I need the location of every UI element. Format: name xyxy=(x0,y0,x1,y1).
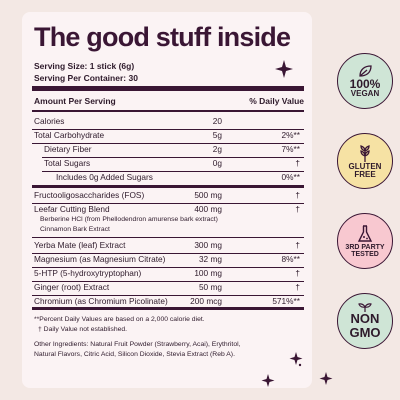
nutrient-name: Chromium (as Chromium Picolinate) xyxy=(34,296,168,306)
servings-per-container: Serving Per Container: 30 xyxy=(34,73,138,83)
row-rule xyxy=(32,202,304,204)
nutrient-amount: 5g xyxy=(212,130,222,140)
nutrient-amount: 32 mg xyxy=(198,254,222,264)
seedling-icon xyxy=(358,303,372,313)
nutrient-name: Fructooligosaccharides (FOS) xyxy=(34,190,145,200)
title: The good stuff inside xyxy=(34,22,291,52)
badge-text: NON xyxy=(350,311,380,327)
thick-rule xyxy=(32,185,304,188)
nutrient-name: 5-HTP (5-hydroxytryptophan) xyxy=(34,268,142,278)
column-header: % Daily Value xyxy=(249,96,304,106)
badge-text: FREE xyxy=(354,170,376,179)
nutrient-name: Total Carbohydrate xyxy=(34,130,105,140)
daily-value: 2%** xyxy=(281,130,300,140)
rule xyxy=(32,110,304,112)
badge: NON GMO xyxy=(337,293,393,349)
leaf-icon xyxy=(359,64,372,77)
row-rule xyxy=(32,266,304,268)
row-rule xyxy=(32,294,304,296)
nutrient-amount: 50 mg xyxy=(198,282,222,292)
nutrient-amount: 300 mg xyxy=(194,240,222,250)
badge-text: TESTED xyxy=(351,251,379,258)
footnote: **Percent Daily Values are based on a 2,… xyxy=(34,316,205,323)
badge-text: GLUTEN xyxy=(348,161,382,171)
daily-value: † xyxy=(295,282,300,292)
nutrient-amount: 0g xyxy=(212,158,222,168)
thick-rule xyxy=(32,86,304,91)
wheat-icon xyxy=(360,144,370,162)
nutrient-name: Magnesium (as Magnesium Citrate) xyxy=(34,254,166,264)
daily-value: 571%** xyxy=(272,296,300,306)
serving-size: Serving Size: 1 stick (6g) xyxy=(34,61,135,71)
badge: 3RD PARTY TESTED xyxy=(337,213,393,269)
nutrient-amount: 200 mcg xyxy=(190,296,222,306)
row-rule xyxy=(42,156,304,158)
row-rule xyxy=(32,128,304,130)
daily-value: 8%** xyxy=(281,254,300,264)
nutrient-name: Includes 0g Added Sugars xyxy=(56,172,153,182)
daily-value: † xyxy=(295,268,300,278)
nutrient-name: Dietary Fiber xyxy=(44,144,92,154)
nutrient-name: Calories xyxy=(34,116,65,126)
badge: GLUTEN FREE xyxy=(337,133,393,189)
nutrient-name: Ginger (root) Extract xyxy=(34,282,110,292)
nutrient-amount: 20 xyxy=(212,116,222,126)
daily-value: † xyxy=(295,204,300,214)
nutrient-sub: Cinnamon Bark Extract xyxy=(40,226,110,233)
badge-text: VEGAN xyxy=(350,89,380,99)
thick-rule xyxy=(32,307,304,310)
nutrient-amount: 100 mg xyxy=(194,268,222,278)
nutrient-amount: 400 mg xyxy=(194,204,222,214)
footnote: † Daily Value not established. xyxy=(38,326,128,333)
ingredients: Other Ingredients: Natural Fruit Powder … xyxy=(34,341,241,358)
column-header: Amount Per Serving xyxy=(34,96,116,106)
badge-text: GMO xyxy=(349,325,381,340)
badge: 100% VEGAN xyxy=(337,53,393,109)
row-rule xyxy=(32,252,304,254)
daily-value: † xyxy=(295,240,300,250)
daily-value: 7%** xyxy=(281,144,300,154)
nutrient-name: Yerba Mate (leaf) Extract xyxy=(34,240,126,250)
daily-value: † xyxy=(295,190,300,200)
daily-value: 0%** xyxy=(281,172,300,182)
row-rule xyxy=(32,236,304,238)
nutrient-amount: 2g xyxy=(212,144,222,154)
label-card xyxy=(22,12,312,388)
row-rule xyxy=(32,142,304,144)
badge-text: 100% xyxy=(349,76,381,91)
nutrient-amount: 500 mg xyxy=(194,190,222,200)
nutrient-name: Total Sugars xyxy=(44,158,91,168)
nutrient-sub: Berberine HCl (from Phellodendron amuren… xyxy=(40,216,218,223)
row-rule xyxy=(32,280,304,282)
flask-icon xyxy=(357,224,373,242)
badge-text: 3RD PARTY xyxy=(345,243,385,251)
nutrient-name: Leefar Cutting Blend xyxy=(34,204,110,214)
row-rule xyxy=(42,170,304,172)
daily-value: † xyxy=(295,158,300,168)
